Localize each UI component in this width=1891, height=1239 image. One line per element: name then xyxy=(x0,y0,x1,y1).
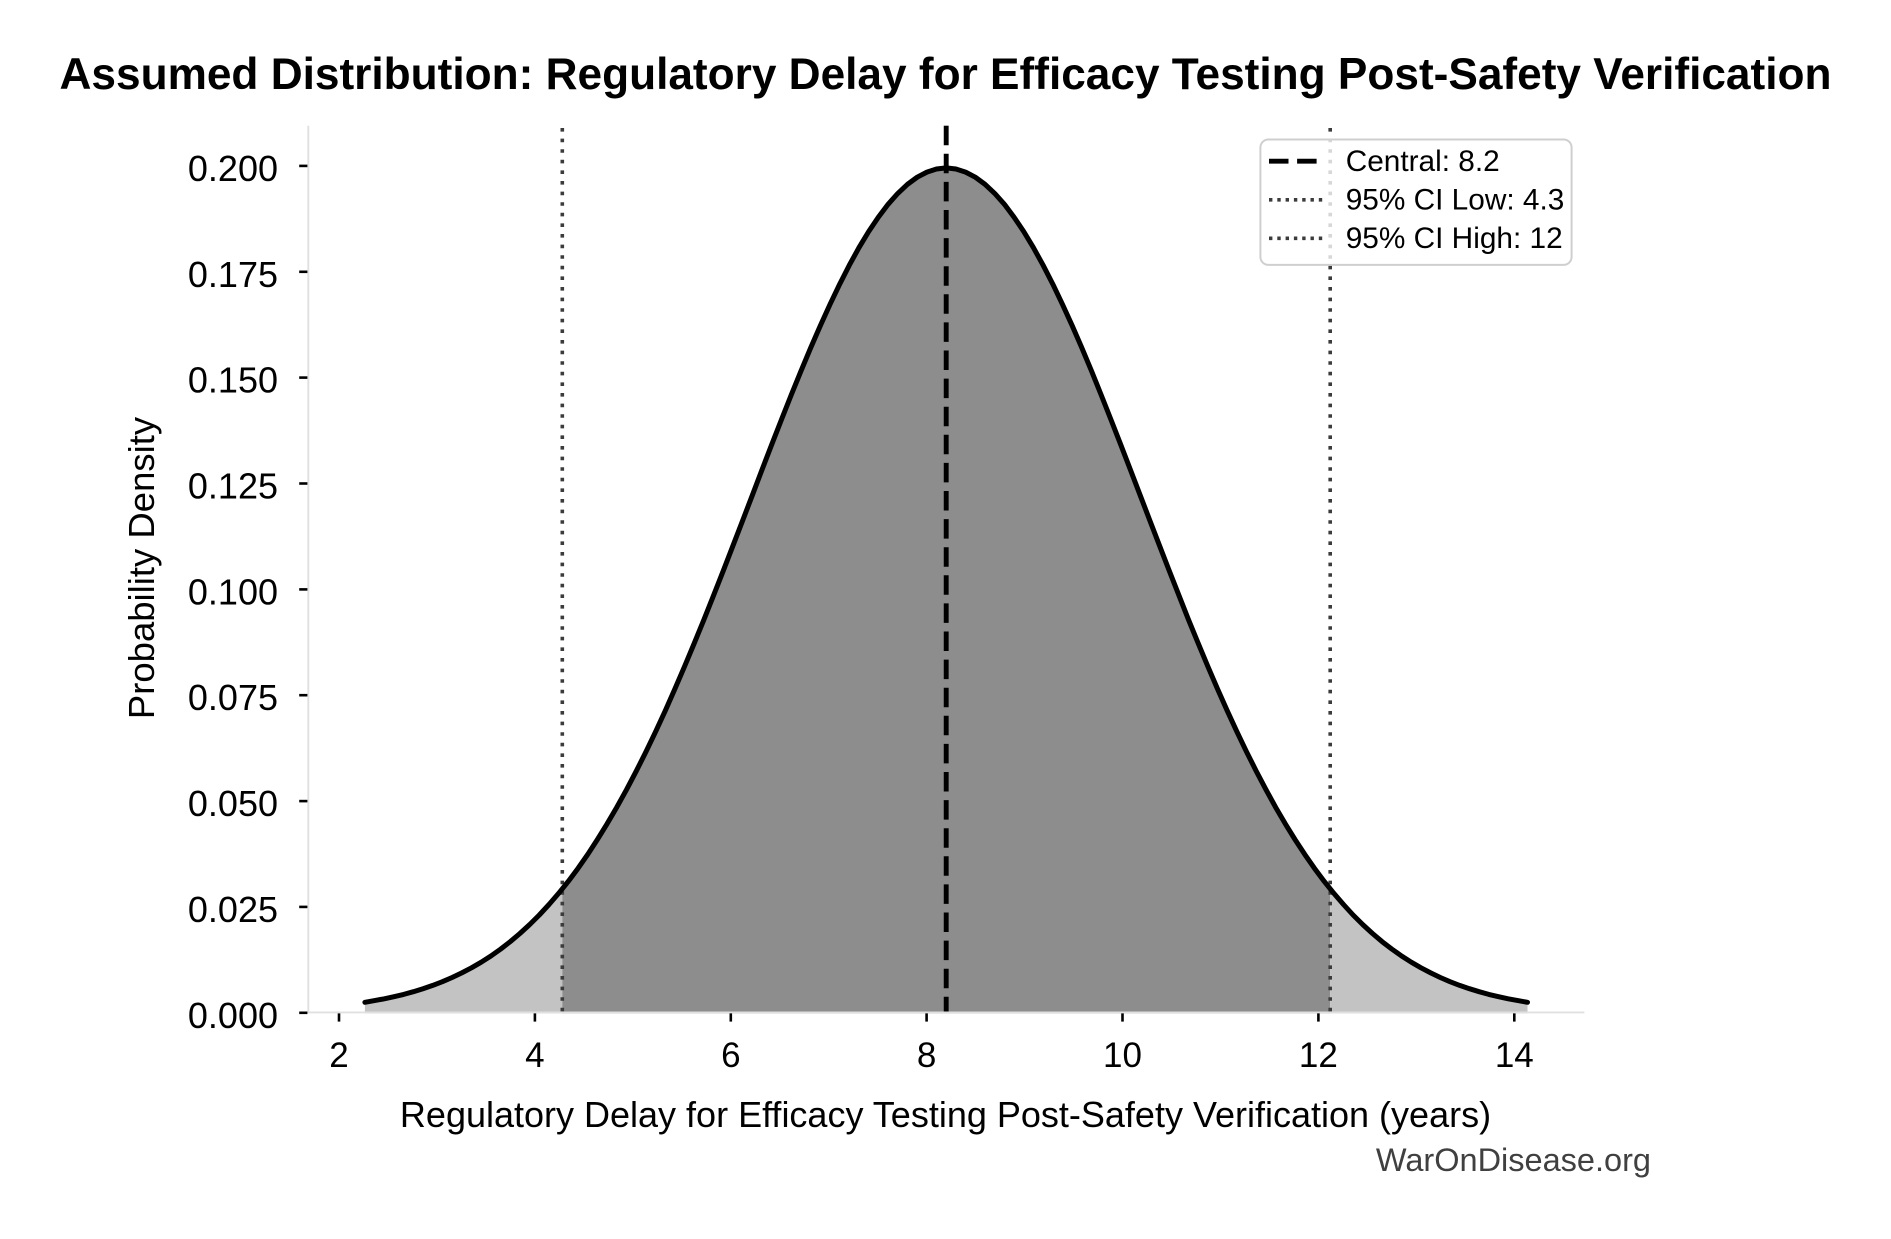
svg-text:0.200: 0.200 xyxy=(188,148,278,189)
svg-text:2: 2 xyxy=(329,1036,348,1075)
svg-text:0.000: 0.000 xyxy=(188,995,278,1036)
svg-text:Assumed Distribution: Regulato: Assumed Distribution: Regulatory Delay f… xyxy=(60,50,1832,99)
svg-text:4: 4 xyxy=(525,1036,544,1075)
svg-text:14: 14 xyxy=(1495,1036,1534,1075)
svg-text:0.100: 0.100 xyxy=(188,571,278,612)
svg-text:0.050: 0.050 xyxy=(188,783,278,824)
svg-text:12: 12 xyxy=(1299,1036,1338,1075)
svg-text:8: 8 xyxy=(917,1036,936,1075)
svg-text:0.150: 0.150 xyxy=(188,360,278,401)
svg-text:95% CI High: 12: 95% CI High: 12 xyxy=(1346,222,1563,255)
svg-text:0.175: 0.175 xyxy=(188,254,278,295)
svg-text:Probability Density: Probability Density xyxy=(121,416,162,719)
svg-text:0.075: 0.075 xyxy=(188,677,278,718)
svg-text:95% CI Low: 4.3: 95% CI Low: 4.3 xyxy=(1346,183,1565,216)
svg-text:0.025: 0.025 xyxy=(188,889,278,930)
svg-text:Central: 8.2: Central: 8.2 xyxy=(1346,145,1500,178)
svg-text:Regulatory Delay for Efficacy: Regulatory Delay for Efficacy Testing Po… xyxy=(400,1094,1491,1135)
svg-text:6: 6 xyxy=(721,1036,740,1075)
svg-text:0.125: 0.125 xyxy=(188,466,278,507)
svg-text:WarOnDisease.org: WarOnDisease.org xyxy=(1376,1142,1651,1178)
svg-text:10: 10 xyxy=(1103,1036,1142,1075)
